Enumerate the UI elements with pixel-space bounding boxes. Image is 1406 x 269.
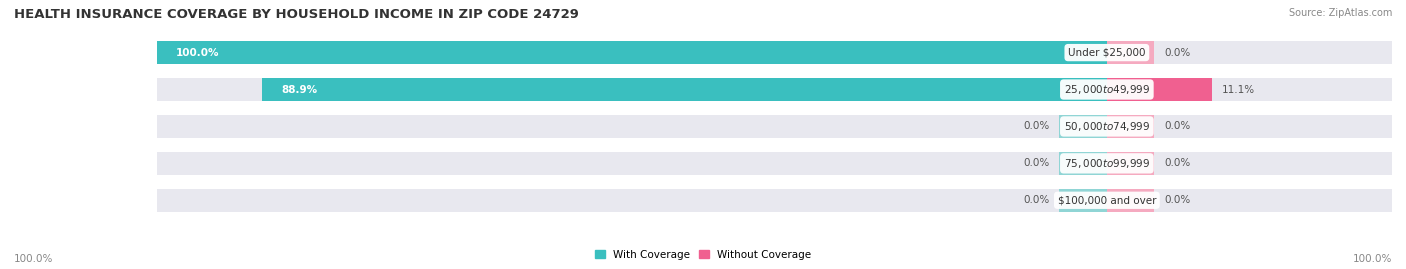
Bar (156, 152, 1406, 175)
Bar (1107, 115, 1154, 138)
Bar (156, 78, 1406, 101)
Text: $100,000 and over: $100,000 and over (1057, 195, 1156, 205)
Bar (156, 41, 1107, 64)
Bar (156, 41, 1406, 64)
Bar (1107, 189, 1154, 212)
Bar (1107, 78, 1212, 101)
Bar (1107, 152, 1154, 175)
Text: HEALTH INSURANCE COVERAGE BY HOUSEHOLD INCOME IN ZIP CODE 24729: HEALTH INSURANCE COVERAGE BY HOUSEHOLD I… (14, 8, 579, 21)
Text: 100.0%: 100.0% (14, 254, 53, 264)
Text: 88.9%: 88.9% (281, 84, 318, 94)
Text: 100.0%: 100.0% (1353, 254, 1392, 264)
Bar (156, 115, 1406, 138)
Text: 0.0%: 0.0% (1024, 121, 1050, 132)
Bar (1107, 41, 1154, 64)
Text: 0.0%: 0.0% (1024, 195, 1050, 205)
Text: $50,000 to $74,999: $50,000 to $74,999 (1064, 120, 1150, 133)
Bar (1059, 152, 1107, 175)
Legend: With Coverage, Without Coverage: With Coverage, Without Coverage (591, 245, 815, 264)
Text: 11.1%: 11.1% (1222, 84, 1256, 94)
Text: 0.0%: 0.0% (1024, 158, 1050, 168)
Text: 0.0%: 0.0% (1164, 195, 1189, 205)
Text: 0.0%: 0.0% (1164, 48, 1189, 58)
Text: Source: ZipAtlas.com: Source: ZipAtlas.com (1288, 8, 1392, 18)
Text: 0.0%: 0.0% (1164, 158, 1189, 168)
Text: Under $25,000: Under $25,000 (1069, 48, 1146, 58)
Bar (1059, 189, 1107, 212)
Text: $25,000 to $49,999: $25,000 to $49,999 (1064, 83, 1150, 96)
Text: 0.0%: 0.0% (1164, 121, 1189, 132)
Bar (262, 78, 1107, 101)
Bar (1059, 115, 1107, 138)
Text: 100.0%: 100.0% (176, 48, 219, 58)
Text: $75,000 to $99,999: $75,000 to $99,999 (1064, 157, 1150, 170)
Bar (156, 189, 1406, 212)
